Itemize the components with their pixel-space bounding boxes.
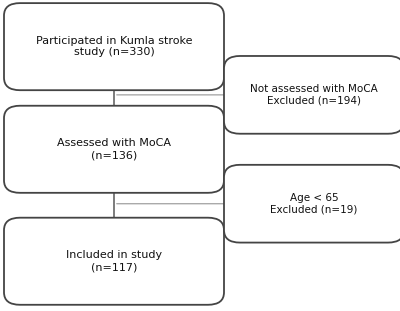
Text: Assessed with MoCA
(n=136): Assessed with MoCA (n=136) — [57, 138, 171, 160]
Text: Included in study
(n=117): Included in study (n=117) — [66, 250, 162, 272]
FancyBboxPatch shape — [4, 218, 224, 305]
Text: Participated in Kumla stroke
study (n=330): Participated in Kumla stroke study (n=33… — [36, 36, 192, 58]
FancyBboxPatch shape — [224, 56, 400, 134]
FancyBboxPatch shape — [4, 3, 224, 90]
Text: Age < 65
Excluded (n=19): Age < 65 Excluded (n=19) — [270, 193, 358, 215]
FancyBboxPatch shape — [4, 106, 224, 193]
Text: Not assessed with MoCA
Excluded (n=194): Not assessed with MoCA Excluded (n=194) — [250, 84, 378, 106]
FancyBboxPatch shape — [224, 165, 400, 243]
